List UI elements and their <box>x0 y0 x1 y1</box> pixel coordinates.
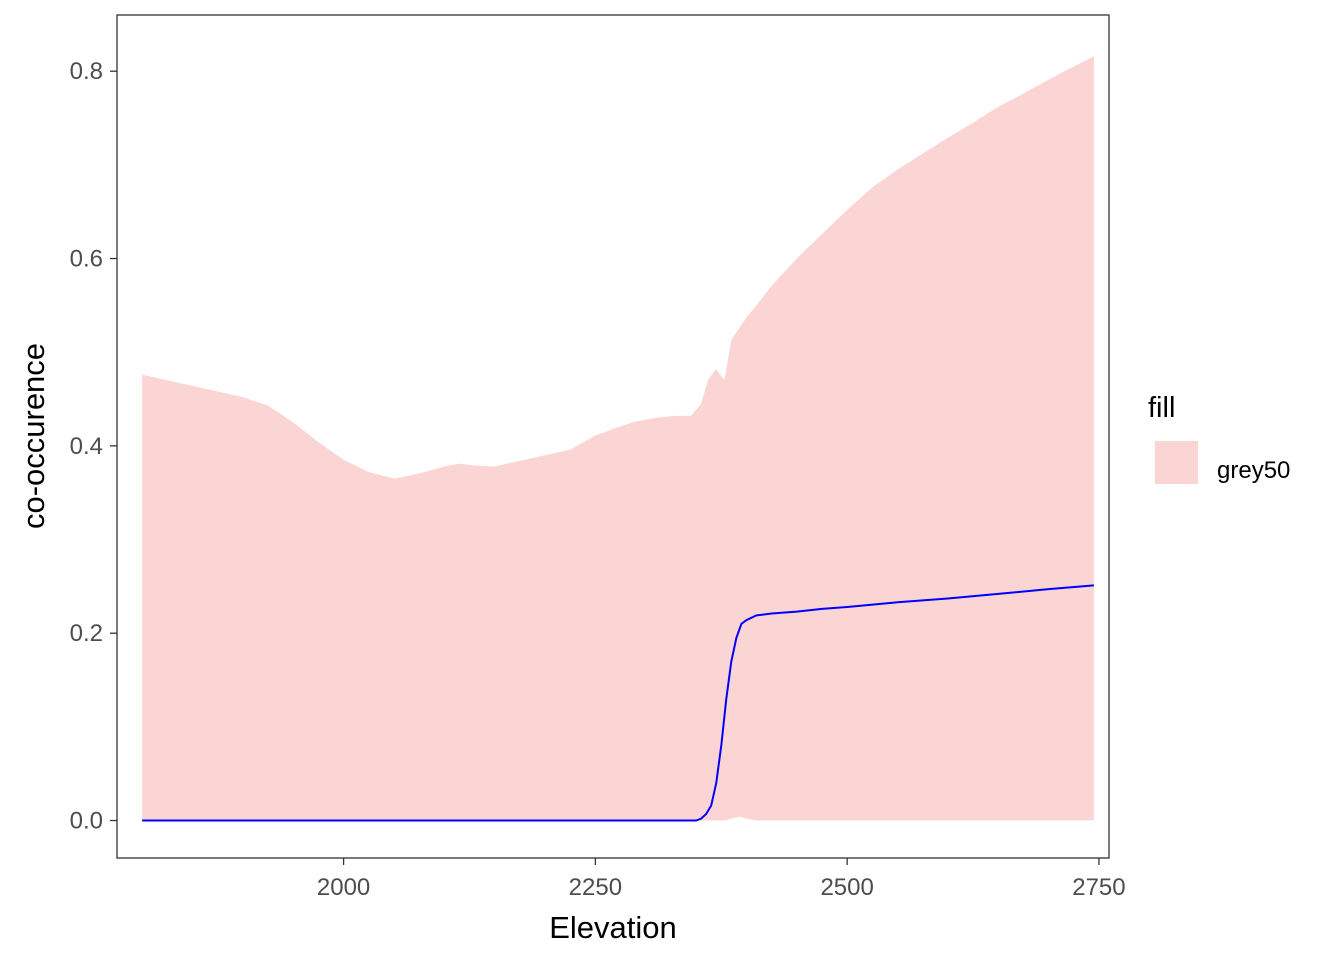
x-tick-label: 2750 <box>1072 874 1125 901</box>
legend: fill grey50 <box>1148 392 1290 484</box>
y-axis-title: co-occurence <box>16 343 51 529</box>
legend-title: fill <box>1148 392 1175 424</box>
y-axis: 0.0 0.2 0.4 0.6 0.8 <box>70 58 117 835</box>
x-tick-label: 2000 <box>317 874 370 901</box>
series-group <box>142 584 1094 822</box>
x-axis: 2000 2250 2500 2750 <box>317 858 1126 901</box>
ribbon-area <box>142 56 1094 821</box>
x-axis-title: Elevation <box>549 910 677 945</box>
y-tick-label: 0.2 <box>70 620 103 647</box>
x-tick-label: 2250 <box>569 874 622 901</box>
legend-label: grey50 <box>1217 457 1290 484</box>
plot-border <box>116 14 1110 859</box>
x-tick-label: 2500 <box>820 874 873 901</box>
series-line-0 <box>142 584 1094 822</box>
y-tick-label: 0.4 <box>70 433 103 460</box>
y-tick-label: 0.0 <box>70 808 103 835</box>
y-tick-label: 0.8 <box>70 58 103 85</box>
legend-key <box>1155 441 1198 484</box>
plot-area <box>142 56 1094 822</box>
y-tick-label: 0.6 <box>70 246 103 273</box>
